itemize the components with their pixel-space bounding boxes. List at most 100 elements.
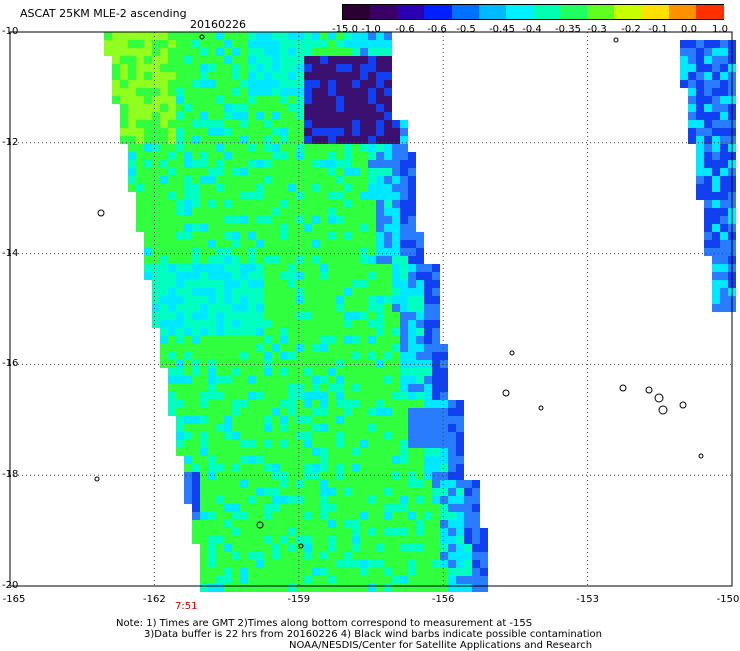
swath-pixel (344, 176, 352, 184)
swath-pixel (696, 72, 704, 80)
swath-pixel (712, 80, 720, 88)
swath-pixel (360, 552, 368, 560)
swath-pixel (288, 240, 296, 248)
swath-pixel (216, 416, 224, 424)
swath-pixel (288, 256, 296, 264)
swath-pixel (216, 344, 224, 352)
swath-pixel (336, 32, 344, 40)
swath-pixel (256, 400, 264, 408)
swath-pixel (272, 104, 280, 112)
swath-pixel (232, 568, 240, 576)
swath-pixel (464, 520, 472, 528)
swath-pixel (200, 120, 208, 128)
swath-pixel (304, 408, 312, 416)
swath-pixel (480, 584, 488, 592)
swath-pixel (376, 536, 384, 544)
swath-pixel (712, 216, 720, 224)
swath-pixel (400, 384, 408, 392)
swath-pixel (368, 312, 376, 320)
swath-pixel (248, 392, 256, 400)
swath-pixel (272, 280, 280, 288)
swath-pixel (376, 504, 384, 512)
swath-pixel (288, 448, 296, 456)
swath-pixel (432, 392, 440, 400)
swath-pixel (256, 248, 264, 256)
swath-pixel (256, 176, 264, 184)
swath-pixel (480, 544, 488, 552)
swath-pixel (440, 536, 448, 544)
swath-pixel (248, 176, 256, 184)
swath-pixel (424, 408, 432, 416)
swath-pixel (328, 368, 336, 376)
swath-pixel (448, 488, 456, 496)
swath-pixel (184, 40, 192, 48)
swath-pixel (344, 312, 352, 320)
swath-pixel (272, 72, 280, 80)
swath-pixel (312, 176, 320, 184)
swath-pixel (200, 232, 208, 240)
swath-pixel (304, 120, 312, 128)
swath-pixel (352, 168, 360, 176)
swath-pixel (320, 424, 328, 432)
swath-pixel (368, 280, 376, 288)
swath-pixel (392, 408, 400, 416)
swath-pixel (144, 248, 152, 256)
swath-pixel (184, 168, 192, 176)
swath-pixel (232, 480, 240, 488)
swath-pixel (272, 440, 280, 448)
swath-pixel (368, 384, 376, 392)
swath-pixel (368, 184, 376, 192)
swath-pixel (264, 112, 272, 120)
swath-pixel (360, 144, 368, 152)
swath-pixel (192, 288, 200, 296)
swath-pixel (368, 80, 376, 88)
swath-pixel (256, 128, 264, 136)
swath-pixel (264, 248, 272, 256)
swath-pixel (408, 504, 416, 512)
swath-pixel (336, 336, 344, 344)
swath-pixel (224, 528, 232, 536)
swath-pixel (336, 184, 344, 192)
swath-pixel (216, 216, 224, 224)
swath-pixel (368, 440, 376, 448)
swath-pixel (200, 272, 208, 280)
swath-pixel (304, 552, 312, 560)
swath-pixel (352, 96, 360, 104)
swath-pixel (200, 48, 208, 56)
swath-pixel (344, 304, 352, 312)
swath-pixel (376, 368, 384, 376)
swath-pixel (312, 120, 320, 128)
swath-pixel (288, 520, 296, 528)
swath-pixel (232, 408, 240, 416)
swath-pixel (440, 512, 448, 520)
swath-pixel (232, 376, 240, 384)
swath-pixel (224, 512, 232, 520)
swath-pixel (408, 480, 416, 488)
swath-pixel (248, 472, 256, 480)
swath-pixel (432, 336, 440, 344)
swath-pixel (240, 32, 248, 40)
swath-pixel (296, 504, 304, 512)
swath-pixel (448, 544, 456, 552)
swath-pixel (376, 376, 384, 384)
swath-pixel (168, 280, 176, 288)
swath-pixel (336, 136, 344, 144)
swath-pixel (200, 448, 208, 456)
swath-pixel (328, 128, 336, 136)
swath-pixel (192, 384, 200, 392)
swath-pixel (376, 448, 384, 456)
swath-pixel (400, 288, 408, 296)
swath-pixel (208, 536, 216, 544)
swath-pixel (168, 384, 176, 392)
swath-pixel (424, 536, 432, 544)
swath-pixel (144, 80, 152, 88)
swath-pixel (160, 248, 168, 256)
swath-pixel (472, 536, 480, 544)
swath-pixel (432, 448, 440, 456)
swath-pixel (152, 248, 160, 256)
lat-lon-gridlines (10, 32, 732, 586)
swath-pixel (712, 128, 720, 136)
swath-pixel (344, 376, 352, 384)
swath-pixel (408, 240, 416, 248)
swath-pixel (336, 296, 344, 304)
